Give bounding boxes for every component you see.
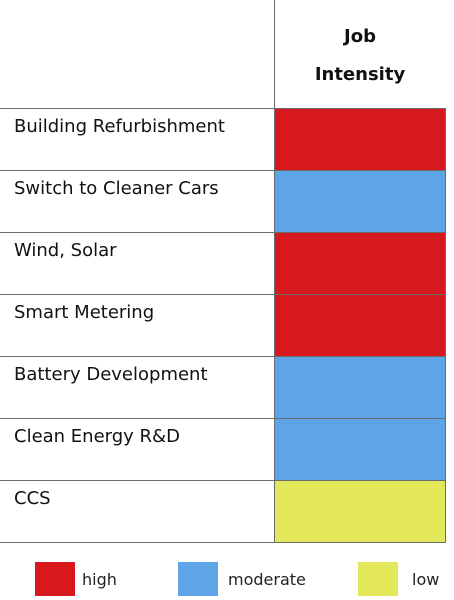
- legend-swatch: [178, 562, 218, 596]
- row-label: CCS: [14, 488, 51, 509]
- legend-swatch: [358, 562, 398, 596]
- row-divider: [0, 232, 446, 233]
- row-label: Building Refurbishment: [14, 116, 225, 137]
- table-edge: [445, 108, 446, 542]
- intensity-cell: [275, 357, 445, 418]
- intensity-cell: [275, 171, 445, 232]
- row-divider: [0, 108, 446, 109]
- row-label: Battery Development: [14, 364, 208, 385]
- intensity-cell: [275, 233, 445, 294]
- intensity-cell: [275, 109, 445, 170]
- legend-label: high: [82, 570, 117, 589]
- legend-swatch: [35, 562, 75, 596]
- row-label: Smart Metering: [14, 302, 155, 323]
- row-divider: [0, 356, 446, 357]
- row-label: Switch to Cleaner Cars: [14, 178, 219, 199]
- column-divider: [274, 0, 275, 542]
- intensity-cell: [275, 419, 445, 480]
- row-label: Wind, Solar: [14, 240, 117, 261]
- intensity-cell: [275, 295, 445, 356]
- intensity-cell: [275, 481, 445, 542]
- row-label: Clean Energy R&D: [14, 426, 180, 447]
- legend-label: moderate: [228, 570, 306, 589]
- row-divider: [0, 294, 446, 295]
- column-header: Job Intensity: [314, 26, 406, 85]
- legend-label: low: [412, 570, 440, 589]
- row-divider: [0, 542, 446, 543]
- row-divider: [0, 480, 446, 481]
- row-divider: [0, 418, 446, 419]
- row-divider: [0, 170, 446, 171]
